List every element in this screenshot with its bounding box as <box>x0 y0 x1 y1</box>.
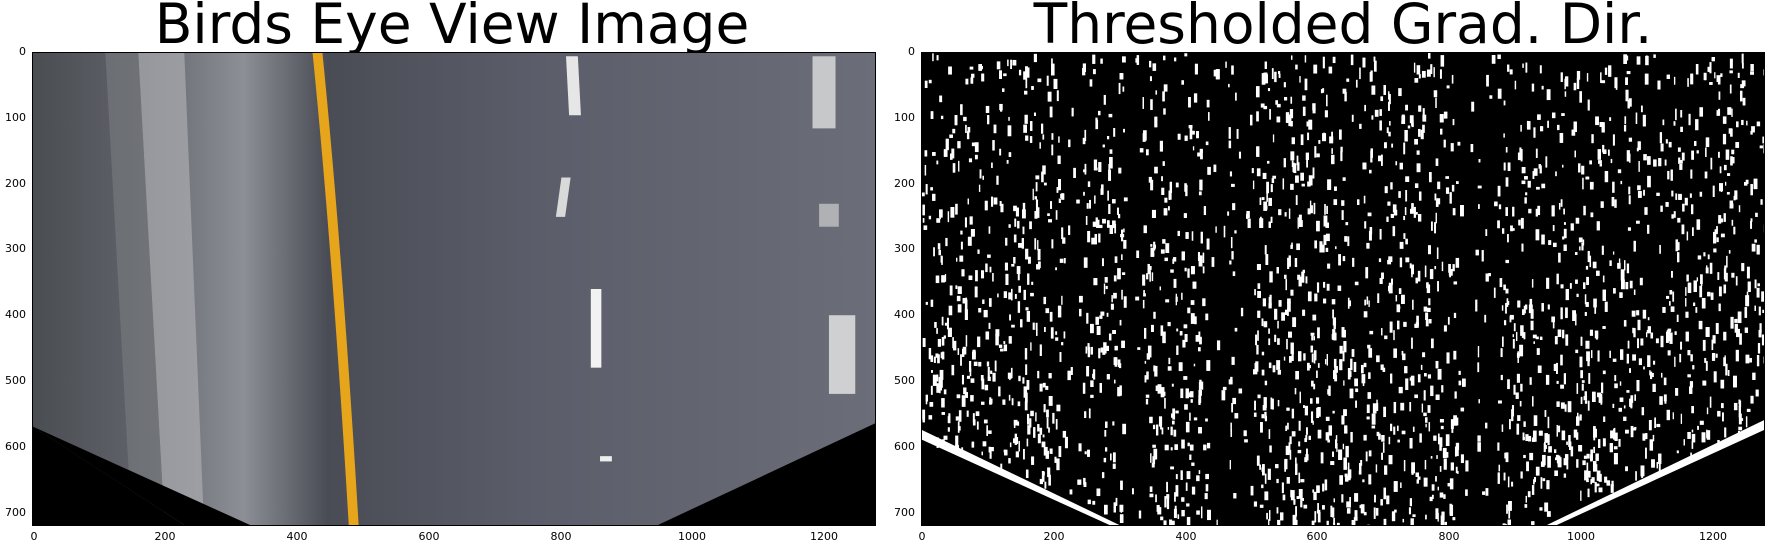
panel-thresholded: Thresholded Grad. Dir. 0 100 200 300 400… <box>885 0 1771 549</box>
y-tick-label: 700 <box>5 506 26 519</box>
y-tick-label: 600 <box>5 440 26 453</box>
x-tick-label: 1200 <box>1699 530 1727 543</box>
y-tick-label: 0 <box>19 45 26 58</box>
y-tick-label: 100 <box>5 111 26 124</box>
threshold-image <box>922 53 1764 525</box>
panel-title: Thresholded Grad. Dir. <box>1033 0 1653 56</box>
y-tick-label: 300 <box>5 242 26 255</box>
y-tick-label: 400 <box>5 308 26 321</box>
x-tick-label: 400 <box>1175 530 1197 543</box>
y-tick-label: 500 <box>5 374 26 387</box>
x-tick-label: 400 <box>286 530 308 543</box>
x-tick-label: 0 <box>918 530 926 543</box>
x-tick-label: 200 <box>154 530 176 543</box>
x-tick-label: 600 <box>418 530 440 543</box>
x-tick-label: 800 <box>1438 530 1460 543</box>
panel-birds-eye: Birds Eye View Image <box>0 0 885 549</box>
x-tick-label: 200 <box>1043 530 1065 543</box>
y-tick-label: 200 <box>894 177 915 190</box>
x-tick-label: 1000 <box>678 530 706 543</box>
panel-title: Birds Eye View Image <box>154 0 750 56</box>
x-tick-label: 0 <box>30 530 38 543</box>
x-tick-label: 1200 <box>810 530 838 543</box>
y-tick-label: 0 <box>908 45 915 58</box>
y-tick-label: 500 <box>894 374 915 387</box>
x-tick-label: 800 <box>550 530 572 543</box>
y-tick-label: 200 <box>5 177 26 190</box>
plot-area <box>32 52 876 526</box>
y-tick-label: 600 <box>894 440 915 453</box>
x-tick-label: 1000 <box>1567 530 1595 543</box>
x-tick-label: 600 <box>1306 530 1328 543</box>
y-tick-label: 400 <box>894 308 915 321</box>
y-tick-label: 100 <box>894 111 915 124</box>
y-tick-label: 300 <box>894 242 915 255</box>
y-tick-label: 700 <box>894 506 915 519</box>
road-image <box>33 53 875 525</box>
plot-area <box>921 52 1765 526</box>
